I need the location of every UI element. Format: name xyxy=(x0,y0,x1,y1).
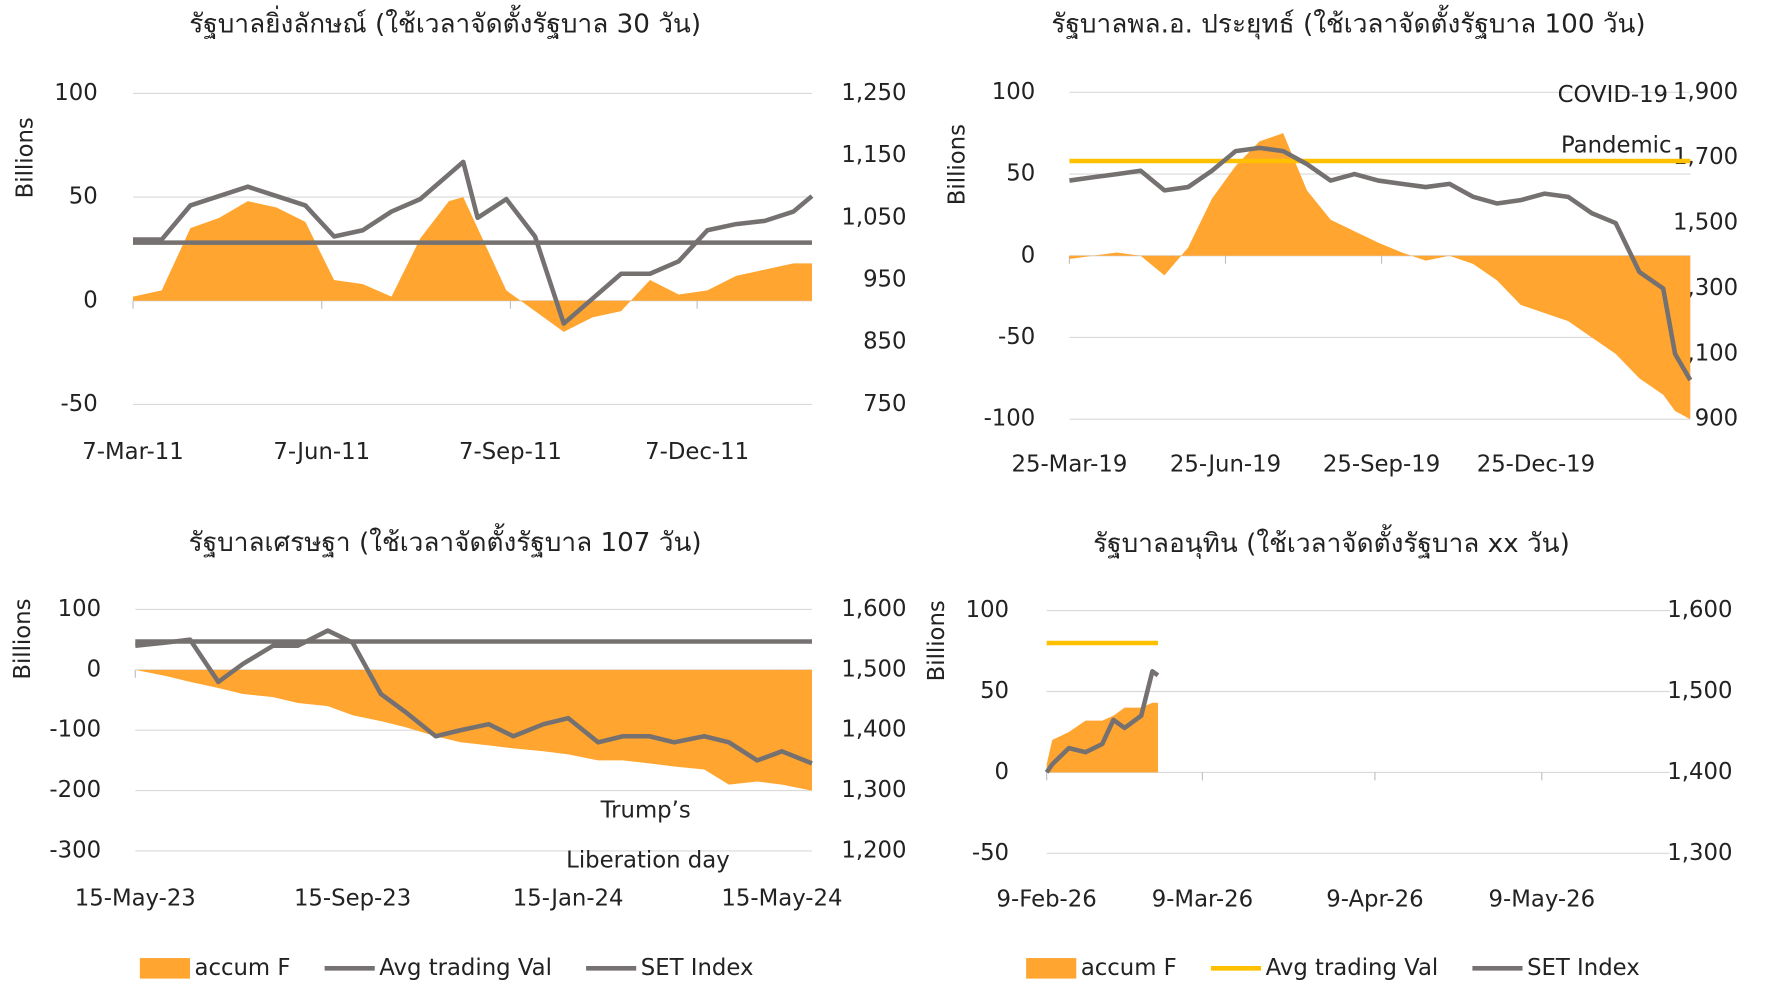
chart-title: รัฐบาลยิ่งลักษณ์ (ใช้เวลาจัดตั้งรัฐบาล 3… xyxy=(189,5,701,40)
y-tick-label: -100 xyxy=(49,717,101,743)
x-tick-label: 15-Sep-23 xyxy=(294,885,411,911)
y-tick-label: -50 xyxy=(972,840,1009,866)
chart-title: รัฐบาลเศรษฐา (ใช้เวลาจัดตั้งรัฐบาล 107 ว… xyxy=(189,523,702,558)
y2-tick-label: 1,250 xyxy=(841,80,906,106)
y2-tick-label: 1,500 xyxy=(1667,678,1732,704)
y-tick-label: -50 xyxy=(998,324,1035,350)
line xyxy=(135,628,813,766)
x-tick-label: 9-Apr-26 xyxy=(1326,886,1423,912)
y-tick-label: 50 xyxy=(980,678,1009,704)
y-axis-label: Billions xyxy=(924,600,950,681)
x-tick-label: 25-Jun-19 xyxy=(1170,451,1281,477)
y-tick-label: 0 xyxy=(83,287,97,313)
y2-tick-label: 900 xyxy=(1695,406,1738,432)
y2-tick-label: 1,600 xyxy=(1667,597,1732,623)
x-tick-label: 7-Sep-11 xyxy=(459,439,562,465)
x-tick-label: 25-Dec-19 xyxy=(1477,451,1595,477)
area xyxy=(135,669,812,791)
y2-tick-label: 1,300 xyxy=(1667,840,1732,866)
x-tick-label: 25-Mar-19 xyxy=(1012,451,1128,477)
y2-tick-label: 1,400 xyxy=(841,717,906,743)
chart-title: รัฐบาลพล.อ. ประยุทธ์ (ใช้เวลาจัดตั้งรัฐบ… xyxy=(1051,5,1645,40)
legend-swatch xyxy=(139,958,190,979)
x-tick-label: 15-May-23 xyxy=(75,885,196,911)
x-tick-label: 9-May-26 xyxy=(1489,886,1596,912)
area xyxy=(1069,133,1691,420)
y-tick-label: 0 xyxy=(87,656,101,682)
y2-tick-label: 1,400 xyxy=(1667,759,1732,785)
line xyxy=(1069,145,1693,382)
y-tick-label: -300 xyxy=(49,837,101,863)
area xyxy=(1046,702,1158,773)
y-tick-label: -50 xyxy=(61,391,98,417)
annotation: Pandemic xyxy=(1561,132,1672,158)
legend-label: accum F xyxy=(195,955,291,981)
x-tick-label: 25-Sep-19 xyxy=(1323,451,1440,477)
area xyxy=(133,197,812,332)
chart-title: รัฐบาลอนุทิน (ใช้เวลาจัดตั้งรัฐบาล xx วั… xyxy=(1093,524,1570,559)
legend-label: SET Index xyxy=(641,955,754,981)
y2-tick-label: 950 xyxy=(863,267,906,293)
y-tick-label: 100 xyxy=(58,596,101,622)
y-tick-label: 50 xyxy=(69,184,98,210)
y-tick-label: 0 xyxy=(1021,242,1035,268)
x-tick-label: 9-Feb-26 xyxy=(997,886,1097,912)
y2-tick-label: 1,600 xyxy=(841,596,906,622)
legend-label: Avg trading Val xyxy=(1266,955,1439,981)
y-tick-label: 100 xyxy=(966,597,1009,623)
y2-tick-label: 1,150 xyxy=(841,142,906,168)
y-axis-label: Billions xyxy=(12,117,38,198)
x-tick-label: 7-Mar-11 xyxy=(82,439,183,465)
legend-swatch xyxy=(1026,958,1077,979)
y2-tick-label: 1,700 xyxy=(1673,144,1738,170)
legend-label: SET Index xyxy=(1527,955,1640,981)
x-tick-label: 7-Jun-11 xyxy=(273,439,370,465)
y2-tick-label: 1,500 xyxy=(1673,210,1738,236)
y2-tick-label: 750 xyxy=(863,391,906,417)
annotation: COVID-19 xyxy=(1558,82,1668,108)
line xyxy=(1044,669,1160,774)
y2-tick-label: 1,900 xyxy=(1673,79,1738,105)
y2-tick-label: 1,200 xyxy=(841,837,906,863)
y-tick-label: -200 xyxy=(49,777,101,803)
x-tick-label: 9-Mar-26 xyxy=(1152,886,1253,912)
y-tick-label: 50 xyxy=(1006,161,1035,187)
x-tick-label: 15-Jan-24 xyxy=(513,885,624,911)
y-tick-label: 100 xyxy=(54,80,97,106)
annotation: Liberation day xyxy=(566,848,730,874)
y2-tick-label: 1,050 xyxy=(841,204,906,230)
y-axis-label: Billions xyxy=(10,599,36,680)
annotation: Trump’s xyxy=(600,798,691,824)
legend-label: Avg trading Val xyxy=(379,955,552,981)
x-tick-label: 7-Dec-11 xyxy=(645,439,749,465)
y-axis-label: Billions xyxy=(944,124,970,205)
y-tick-label: -100 xyxy=(984,406,1036,432)
line xyxy=(133,159,814,326)
y2-tick-label: 1,500 xyxy=(841,656,906,682)
y-tick-label: 0 xyxy=(995,759,1009,785)
y2-tick-label: 1,300 xyxy=(841,777,906,803)
legend-label: accum F xyxy=(1081,955,1177,981)
y2-tick-label: 850 xyxy=(863,329,906,355)
y-tick-label: 100 xyxy=(992,79,1035,105)
x-tick-label: 15-May-24 xyxy=(721,885,842,911)
